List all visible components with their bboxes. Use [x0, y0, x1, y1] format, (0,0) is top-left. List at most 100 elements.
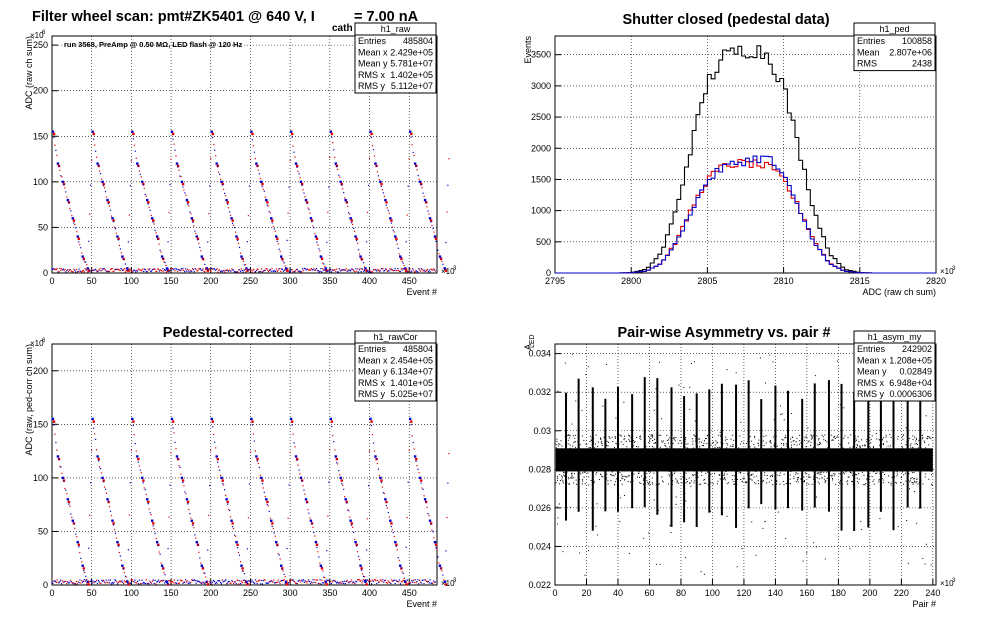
transition-point: [119, 555, 122, 557]
data-point: [606, 444, 608, 446]
transition-point: [175, 448, 177, 450]
transition-point: [114, 532, 117, 534]
baseline-point: [254, 271, 257, 273]
baseline-point: [365, 271, 367, 273]
data-point: [725, 471, 727, 473]
transition-point: [358, 253, 361, 255]
data-point: [279, 255, 283, 258]
baseline-point: [207, 583, 209, 585]
data-point: [808, 476, 810, 478]
transition-point: [193, 225, 195, 227]
baseline-point: [219, 271, 222, 273]
transition-point: [348, 510, 350, 512]
baseline-point: [350, 581, 352, 583]
data-point: [626, 476, 628, 478]
data-point: [251, 420, 254, 423]
data-point: [755, 471, 757, 473]
data-point: [590, 439, 592, 441]
stats-value: 2.454e+05: [390, 355, 433, 365]
transition-point: [129, 482, 131, 484]
transition-point: [58, 166, 60, 168]
baseline-point: [265, 268, 267, 270]
baseline-point: [68, 582, 71, 584]
data-point: [623, 438, 625, 440]
transition-point: [346, 502, 348, 504]
data-point: [395, 237, 398, 241]
data-point: [755, 447, 757, 449]
baseline-point: [178, 269, 181, 271]
transition-point: [392, 532, 394, 534]
baseline-point: [69, 269, 71, 271]
transition-point: [103, 187, 106, 189]
baseline-point: [196, 580, 198, 582]
data-point: [418, 476, 422, 480]
baseline-point: [412, 268, 414, 270]
baseline-point: [390, 269, 392, 271]
outlier-point: [648, 532, 650, 534]
baseline-point: [232, 269, 234, 271]
data-point: [573, 482, 575, 484]
baseline-point: [109, 268, 112, 270]
transition-point: [433, 537, 435, 539]
stats-label: RMS x: [857, 378, 885, 388]
data-point: [866, 438, 868, 440]
baseline-point: [213, 268, 216, 270]
transition-point: [218, 466, 220, 468]
spike-up: [879, 389, 882, 460]
baseline-point: [184, 579, 187, 581]
data-point: [365, 583, 368, 586]
data-point: [82, 567, 86, 570]
baseline-point: [280, 580, 282, 582]
data-point: [394, 235, 397, 238]
data-point: [354, 540, 357, 544]
data-point: [722, 443, 724, 445]
baseline-point: [316, 579, 319, 581]
baseline-point: [200, 582, 202, 585]
data-point: [420, 479, 423, 482]
data-point: [857, 436, 859, 438]
data-point: [583, 439, 585, 441]
baseline-point: [213, 580, 216, 583]
transition-point: [307, 508, 309, 511]
baseline-point: [62, 268, 64, 270]
baseline-point: [173, 268, 175, 270]
data-point: [890, 484, 892, 486]
baseline-point: [193, 579, 195, 581]
baseline-point: [175, 267, 177, 270]
data-point: [691, 480, 693, 482]
stats-value: 1.401e+05: [390, 378, 433, 388]
data-point: [797, 478, 799, 480]
transition-point: [390, 525, 392, 528]
baseline-point: [121, 580, 123, 582]
baseline-point: [187, 582, 189, 585]
data-point: [817, 471, 819, 473]
baseline-point: [355, 580, 357, 583]
baseline-point: [366, 270, 368, 272]
baseline-point: [288, 579, 291, 582]
outlier-point: [772, 361, 774, 363]
transition-point: [243, 264, 246, 266]
transition-point: [343, 488, 345, 490]
data-point: [823, 478, 825, 480]
outlier-point: [780, 405, 782, 407]
data-point: [749, 446, 751, 448]
transition-point: [253, 440, 255, 442]
data-point: [615, 442, 617, 444]
data-point: [613, 475, 615, 477]
data-point: [922, 483, 924, 485]
outlier-point: [815, 546, 817, 548]
outlier-point: [925, 473, 927, 475]
panel-1-title-subscript: cath: [332, 23, 353, 34]
data-point: [673, 472, 675, 474]
transition-point: [412, 151, 414, 154]
transition-point: [402, 572, 404, 575]
transition-point: [152, 221, 154, 223]
baseline-point: [191, 579, 193, 581]
data-point: [749, 436, 751, 438]
data-point: [645, 477, 647, 479]
transition-point: [85, 575, 87, 577]
x-tick-label: 450: [402, 276, 417, 286]
stats-label: RMS x: [358, 70, 386, 80]
data-point: [707, 471, 709, 473]
baseline-point: [357, 271, 360, 273]
